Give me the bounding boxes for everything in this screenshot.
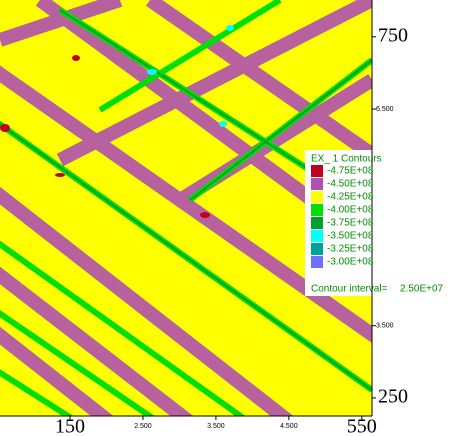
legend-swatch [311, 178, 323, 190]
x-tick-label: 4.500 [280, 423, 298, 430]
interval-text: Contour interval= [311, 284, 388, 295]
y-tick-label: 750 [378, 24, 408, 46]
legend-label: -3.75E+08 [327, 218, 374, 229]
legend-title: EX_ 1 Contours [311, 154, 382, 165]
legend-swatch [311, 230, 323, 242]
legend-swatch [311, 165, 323, 177]
y-tick-label: 250 [378, 386, 408, 408]
legend-swatch [311, 256, 323, 268]
x-tick-label: 3.500 [207, 423, 225, 430]
legend-swatch [311, 217, 323, 229]
legend-label: -3.50E+08 [327, 231, 374, 242]
legend-label: -3.25E+08 [327, 244, 374, 255]
x-tick-label: 2.500 [134, 423, 152, 430]
interval-value: 2.50E+07 [400, 284, 444, 295]
legend-label: -4.00E+08 [327, 205, 374, 216]
legend-swatch [311, 243, 323, 255]
y-tick-label: 6.500 [376, 106, 394, 113]
legend-label: -4.75E+08 [327, 166, 374, 177]
legend-swatch [311, 204, 323, 216]
legend-swatch [311, 191, 323, 203]
y-tick-label: 3.500 [376, 323, 394, 330]
x-tick-label: 150 [55, 416, 85, 436]
legend-label: -3.00E+08 [327, 257, 374, 268]
x-tick-label: 550 [347, 416, 377, 436]
legend-label: -4.50E+08 [327, 179, 374, 190]
legend-label: -4.25E+08 [327, 192, 374, 203]
